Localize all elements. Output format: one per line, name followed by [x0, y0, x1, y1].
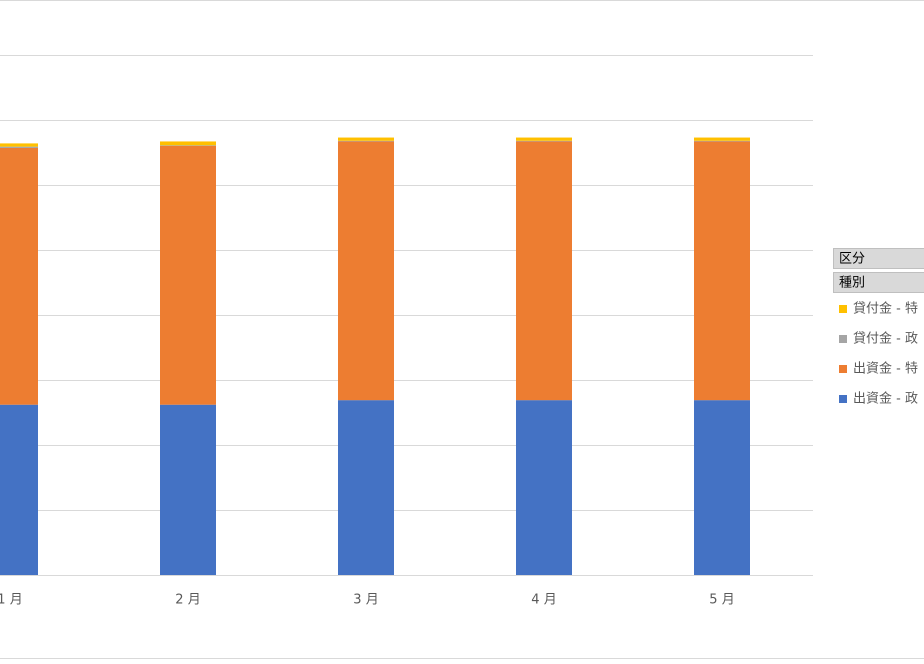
bar-segment [0, 143, 38, 146]
legend-label: 貸付金 - 政 [853, 331, 918, 347]
legend-label: 貸付金 - 特 [853, 301, 918, 317]
x-tick-label: 2 月 [175, 593, 200, 608]
bar-segment [160, 405, 216, 575]
bar-segment [0, 405, 38, 575]
field-button-label[interactable]: 区分 [839, 252, 865, 267]
legend-swatch [839, 305, 847, 313]
bar-segment [516, 141, 572, 400]
legend-label: 出資金 - 特 [853, 361, 918, 377]
bar-segment [516, 141, 572, 142]
legend-swatch [839, 365, 847, 373]
bar-segment [338, 141, 394, 142]
bar-segment [338, 138, 394, 141]
legend-label: 出資金 - 政 [853, 391, 918, 407]
x-tick-label: 3 月 [353, 593, 378, 608]
x-tick-label: 5 月 [709, 593, 734, 608]
legend-swatch [839, 335, 847, 343]
field-button-label[interactable]: 種別 [839, 275, 865, 291]
legend-swatch [839, 395, 847, 403]
bar-segment [516, 400, 572, 575]
bar-segment [694, 141, 750, 142]
bar-segment [0, 148, 38, 405]
x-tick-label: 1 月 [0, 593, 23, 608]
bar-segment [516, 138, 572, 141]
x-tick-label: 4 月 [531, 593, 556, 608]
bar-segment [694, 400, 750, 575]
bar-segment [694, 138, 750, 141]
bar-segment [338, 400, 394, 575]
bar-segment [160, 146, 216, 405]
bar-segment [0, 147, 38, 148]
bar-segment [694, 141, 750, 400]
bar-segment [160, 141, 216, 145]
bar-segment [160, 145, 216, 146]
bar-segment [338, 141, 394, 400]
